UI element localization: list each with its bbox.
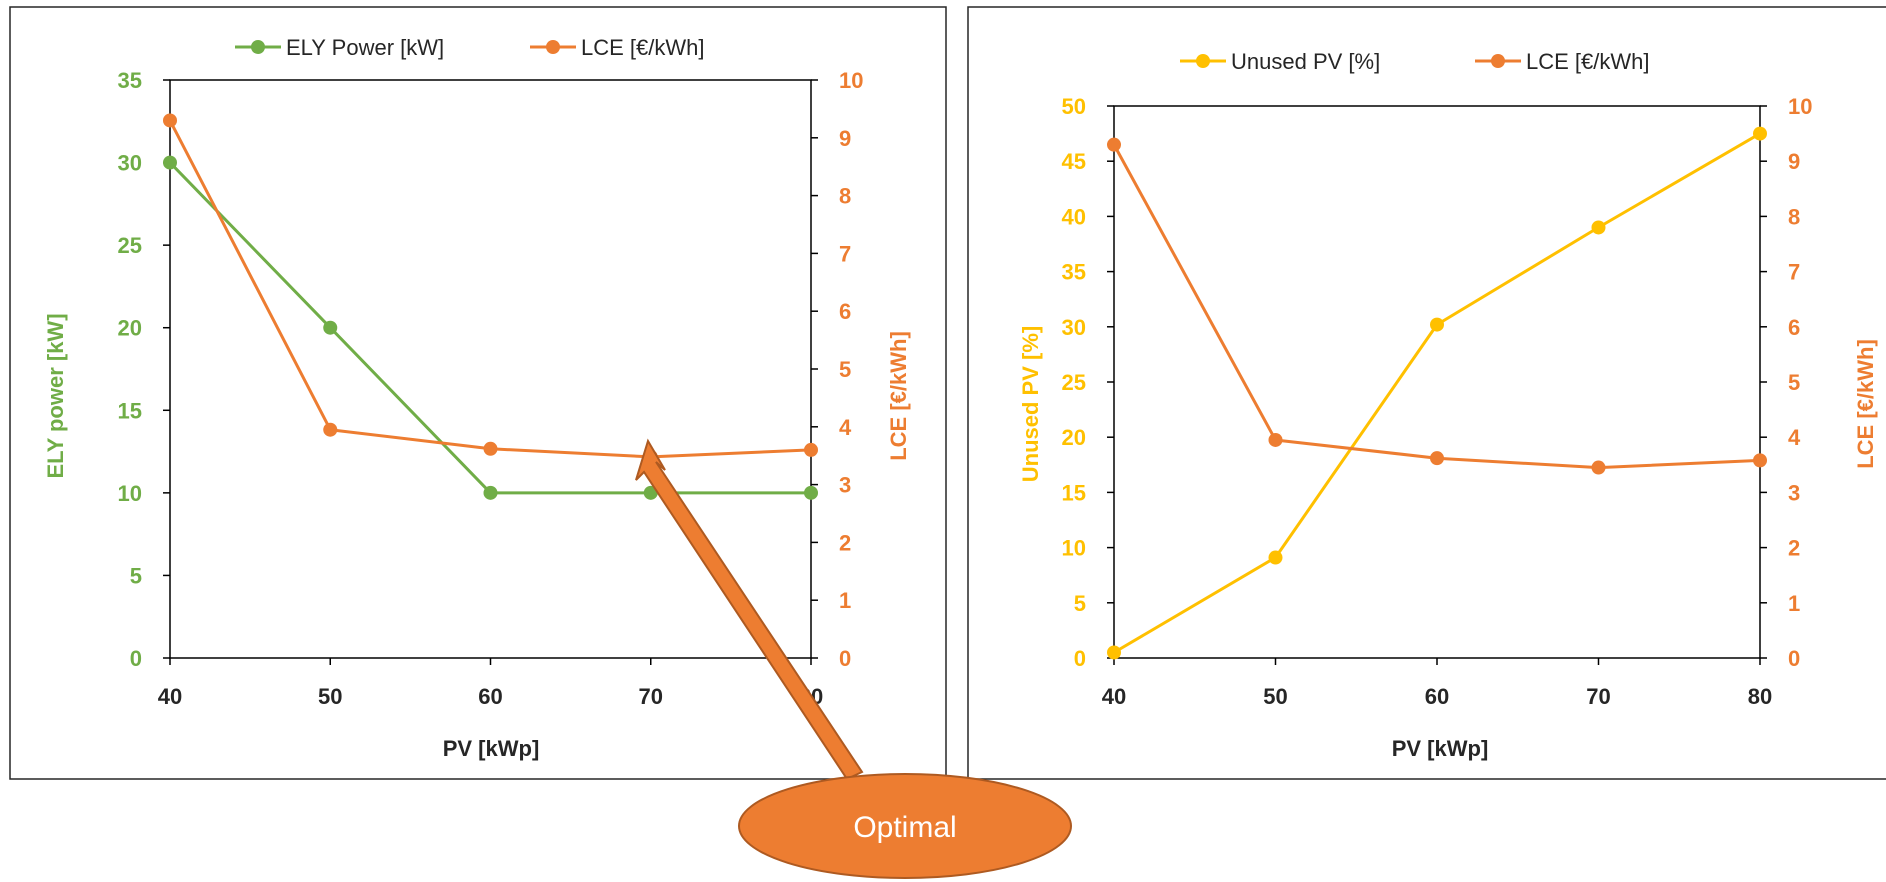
left-axis-tick-label: 50 (1062, 94, 1086, 119)
data-point-ely-power-kw (483, 485, 498, 500)
right-axis-tick-label: 6 (1788, 315, 1800, 340)
legend-marker-lce (546, 40, 560, 54)
data-point-unused-pv (1268, 550, 1283, 565)
legend-item: LCE [€/kWh] (1475, 49, 1649, 74)
left-axis-tick-label: 0 (130, 646, 142, 671)
right-axis-tick-label: 6 (839, 299, 851, 324)
left-axis-tick-label: 35 (118, 68, 142, 93)
optimal-callout: Optimal (635, 438, 1072, 879)
data-point-ely-power-kw (804, 485, 818, 500)
legend-item: Unused PV [%] (1180, 49, 1380, 74)
right-axis-tick-label: 0 (1788, 646, 1800, 671)
right-axis-tick-label: 5 (839, 357, 851, 382)
left-axis-tick-label: 20 (118, 316, 142, 341)
chart-frame (967, 6, 1886, 780)
data-point-ely-power-kw (323, 320, 338, 335)
x-axis-tick-label: 50 (1263, 684, 1287, 709)
data-point-unused-pv (1107, 645, 1121, 660)
plot-area: 051015202530350123456789104050607080 (118, 68, 864, 709)
left-axis-tick-label: 15 (118, 398, 142, 423)
left-axis-tick-label: 5 (130, 563, 142, 588)
x-axis-tick-label: 60 (1425, 684, 1449, 709)
right-axis-tick-label: 2 (1788, 536, 1800, 561)
x-axis-tick-label: 80 (1748, 684, 1772, 709)
right-axis-tick-label: 10 (1788, 94, 1812, 119)
right-axis-tick-label: 7 (839, 241, 851, 266)
data-point-lce-kwh (1107, 137, 1121, 152)
legend-item: LCE [€/kWh] (530, 35, 704, 60)
left-axis-tick-label: 0 (1074, 646, 1086, 671)
left-axis-tick-label: 10 (118, 481, 142, 506)
data-point-lce-kwh (483, 441, 498, 456)
left-axis-title: Unused PV [%] (1018, 326, 1043, 482)
legend-label-lce: LCE [€/kWh] (1526, 49, 1649, 74)
data-point-unused-pv (1591, 220, 1606, 235)
right-axis-tick-label: 2 (839, 530, 851, 555)
legend-item: ELY Power [kW] (235, 35, 444, 60)
left-axis-tick-label: 15 (1062, 480, 1086, 505)
right-axis-tick-label: 7 (1788, 260, 1800, 285)
legend-marker-unused-pv (1196, 54, 1210, 68)
legend-label-lce: LCE [€/kWh] (581, 35, 704, 60)
data-point-ely-power-kw (643, 485, 658, 500)
x-axis-tick-label: 70 (639, 684, 663, 709)
data-point-lce-kwh (163, 113, 177, 128)
right-axis-tick-label: 10 (839, 68, 863, 93)
right-axis-title: LCE [€/kWh] (1853, 339, 1878, 469)
left-axis-tick-label: 25 (1062, 370, 1086, 395)
callout-bubble (738, 773, 1072, 879)
left-axis-tick-label: 20 (1062, 425, 1086, 450)
x-axis-tick-label: 50 (318, 684, 342, 709)
right-axis-tick-label: 1 (839, 588, 851, 613)
chart-frame (9, 6, 947, 780)
right-axis-tick-label: 3 (1788, 480, 1800, 505)
left-axis-tick-label: 30 (1062, 315, 1086, 340)
left-axis-tick-label: 10 (1062, 536, 1086, 561)
right-axis-tick-label: 1 (1788, 591, 1800, 616)
right-axis-tick-label: 8 (1788, 204, 1800, 229)
legend-label-ely-power: ELY Power [kW] (286, 35, 444, 60)
legend-label-unused-pv: Unused PV [%] (1231, 49, 1380, 74)
left-axis-tick-label: 40 (1062, 204, 1086, 229)
right-axis-title: LCE [€/kWh] (886, 331, 911, 461)
legend-marker-lce (1491, 54, 1505, 68)
chart-ely-power-vs-pv: 051015202530350123456789104050607080 ELY… (9, 6, 947, 780)
x-axis-tick-label: 60 (478, 684, 502, 709)
left-axis-title: ELY power [kW] (43, 313, 68, 478)
x-axis-tick-label: 70 (1586, 684, 1610, 709)
data-point-ely-power-kw (163, 155, 177, 170)
data-point-lce-kwh (1591, 460, 1606, 475)
right-axis-tick-label: 4 (1788, 425, 1801, 450)
right-axis-tick-label: 5 (1788, 370, 1800, 395)
x-axis-tick-label: 40 (158, 684, 182, 709)
right-axis-tick-label: 9 (1788, 149, 1800, 174)
data-point-lce-kwh (1430, 451, 1444, 466)
x-axis-title: PV [kWp] (443, 736, 540, 761)
legend-marker-ely-power (251, 40, 265, 54)
x-axis-title: PV [kWp] (1392, 736, 1489, 761)
right-axis-tick-label: 3 (839, 473, 851, 498)
right-axis-tick-label: 0 (839, 646, 851, 671)
right-axis-tick-label: 9 (839, 126, 851, 151)
data-point-unused-pv (1753, 126, 1767, 141)
data-point-lce-kwh (323, 422, 338, 437)
callout-label: Optimal (853, 811, 956, 844)
x-axis-tick-label: 40 (1102, 684, 1126, 709)
data-point-lce-kwh (1268, 432, 1283, 447)
left-axis-tick-label: 5 (1074, 591, 1086, 616)
right-axis-tick-label: 8 (839, 184, 851, 209)
left-axis-tick-label: 45 (1062, 149, 1086, 174)
data-point-unused-pv (1430, 317, 1444, 332)
legend: ELY Power [kW] LCE [€/kWh] (235, 35, 704, 60)
data-point-lce-kwh (1753, 453, 1767, 468)
left-axis-tick-label: 25 (118, 233, 142, 258)
left-axis-tick-label: 30 (118, 151, 142, 176)
right-axis-tick-label: 4 (839, 415, 852, 440)
left-axis-tick-label: 35 (1062, 260, 1086, 285)
legend: Unused PV [%] LCE [€/kWh] (1180, 49, 1649, 74)
data-point-lce-kwh (804, 442, 818, 457)
